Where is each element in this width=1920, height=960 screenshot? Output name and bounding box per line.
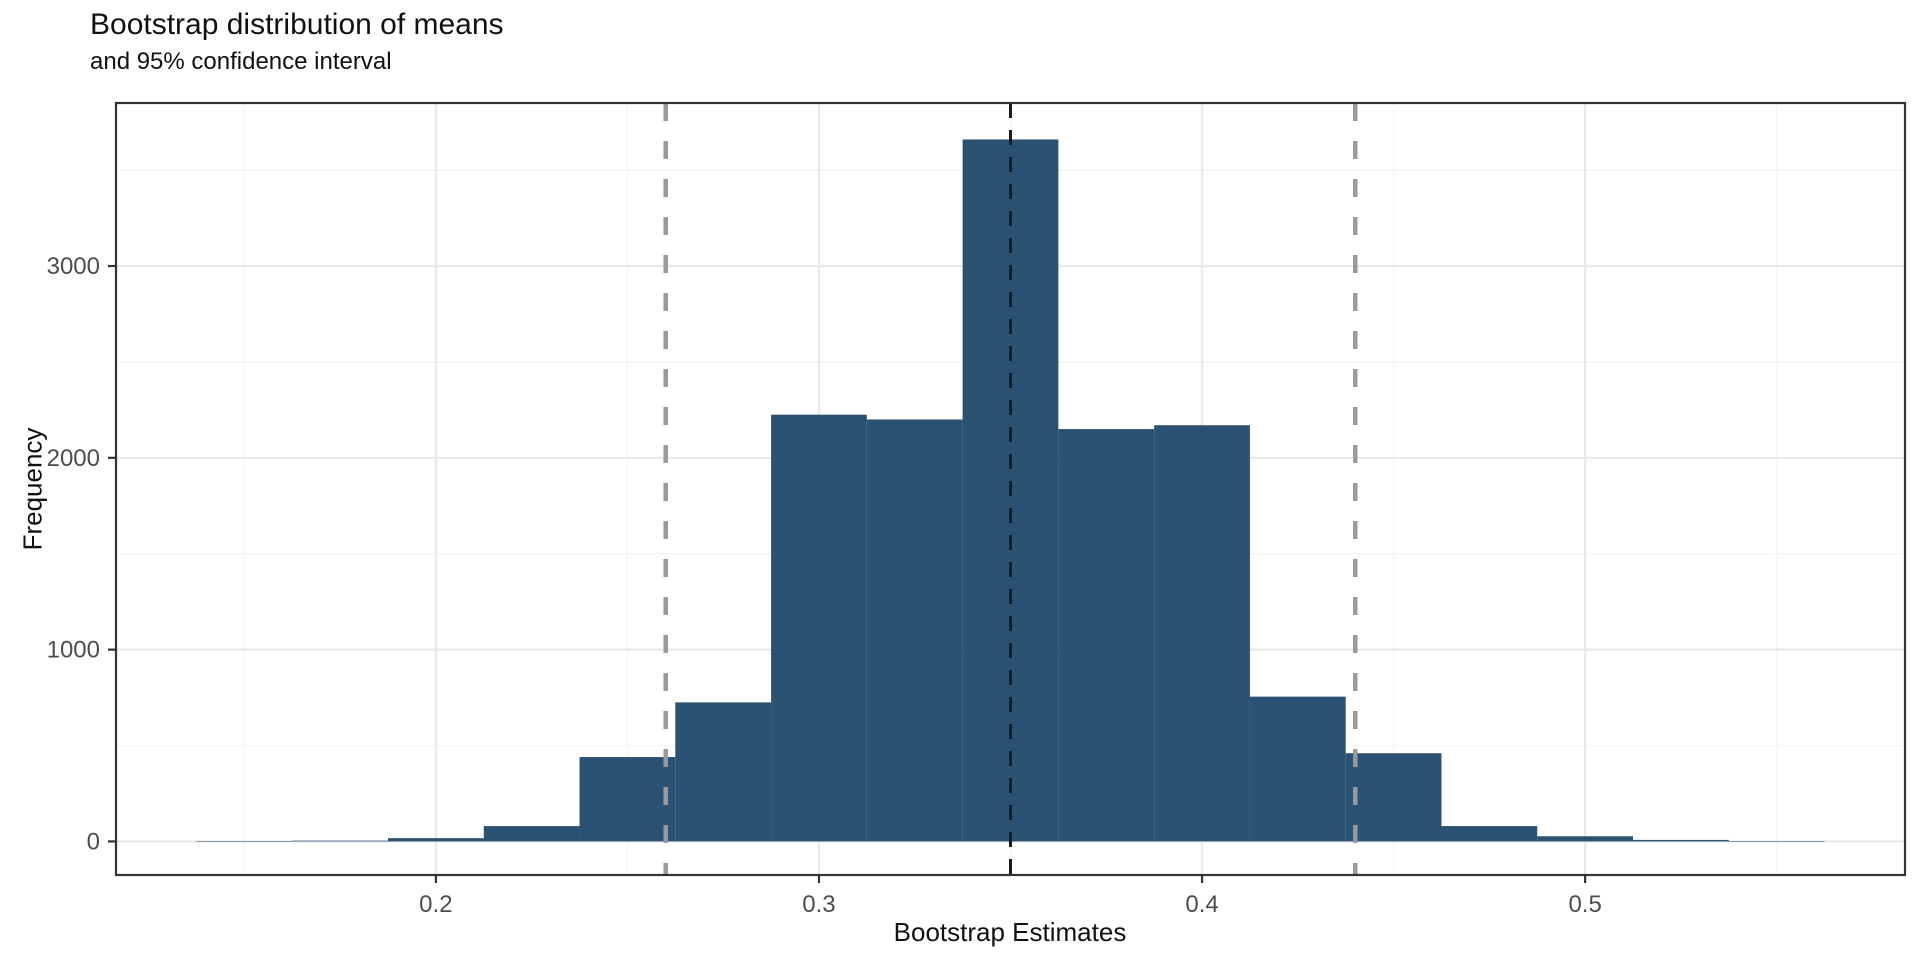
y-tick-label: 0 [87,828,100,855]
chart-title: Bootstrap distribution of means [90,8,504,41]
y-tick-label: 1000 [47,637,100,664]
x-tick-label: 0.2 [419,891,452,918]
histogram-bar [1441,826,1538,842]
histogram-bar [1633,839,1729,842]
histogram-bar [1154,425,1250,842]
y-tick-label: 3000 [47,253,100,280]
histogram-bar [675,702,772,842]
histogram-bar [579,757,676,842]
y-tick-label: 2000 [47,445,100,472]
histogram-bar [1058,429,1155,842]
histogram-bar [1345,753,1442,842]
x-tick-label: 0.4 [1185,891,1218,918]
histogram-bar [1728,841,1825,842]
histogram-bar [196,841,293,842]
histogram-bar [1537,836,1634,842]
histogram-bar [483,826,580,842]
x-tick-label: 0.5 [1568,891,1601,918]
histogram-bar [1249,696,1346,842]
x-axis-title: Bootstrap Estimates [893,917,1127,947]
x-tick-label: 0.3 [802,891,835,918]
chart-subtitle: and 95% confidence interval [90,48,392,75]
histogram-bar [771,414,867,842]
histogram-bar [387,838,484,842]
histogram-bar [292,840,388,842]
histogram-bar [866,419,963,842]
panel-border [114,101,1907,877]
